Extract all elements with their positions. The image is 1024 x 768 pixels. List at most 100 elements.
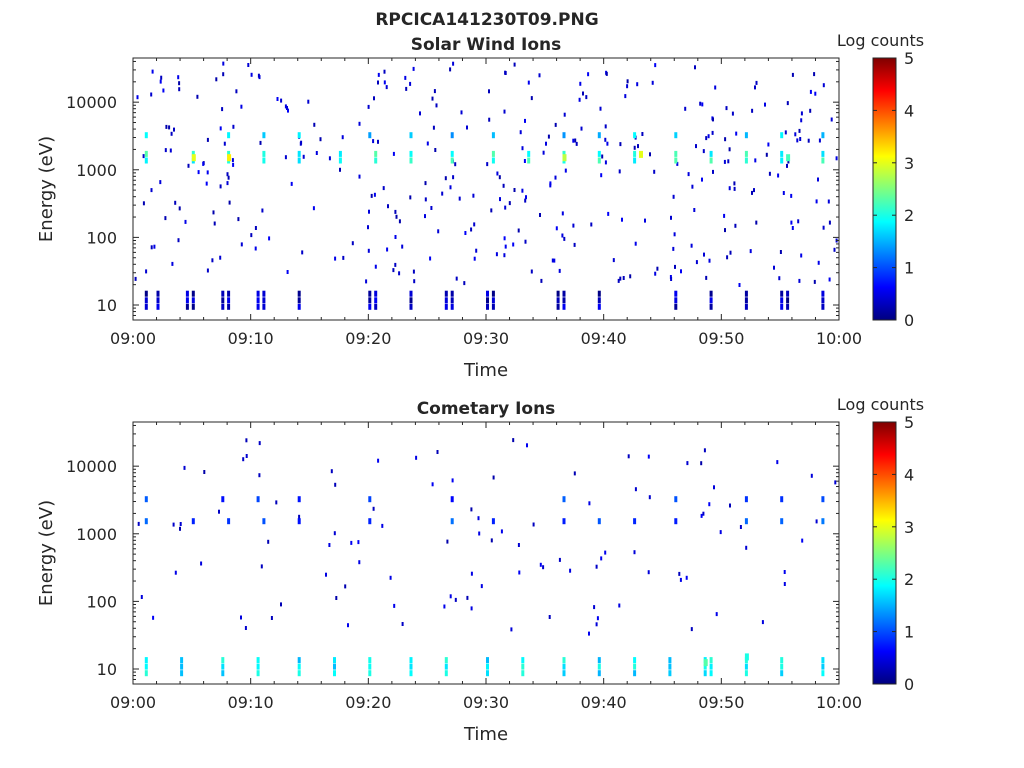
heatmap-cell xyxy=(342,255,345,260)
heatmap-cell xyxy=(634,487,637,492)
heatmap-cell xyxy=(180,670,184,677)
heatmap-cell xyxy=(374,297,378,304)
heatmap-cell xyxy=(409,303,413,310)
heatmap-cell xyxy=(444,663,448,670)
heatmap-cell xyxy=(368,657,372,664)
x-tick-label: 09:30 xyxy=(463,693,509,712)
heatmap-cell xyxy=(822,225,825,230)
heatmap-cell xyxy=(470,227,473,232)
heatmap-cell xyxy=(569,568,572,573)
heatmap-cell xyxy=(436,450,439,454)
heatmap-cell xyxy=(179,522,182,526)
heatmap-cell xyxy=(605,71,608,76)
heatmap-cell xyxy=(177,238,180,243)
heatmap-cell xyxy=(694,65,696,70)
heatmap-cell xyxy=(828,220,831,225)
heatmap-cell xyxy=(460,110,463,115)
heatmap-cell xyxy=(221,663,225,670)
heatmap-cell xyxy=(276,97,279,101)
heatmap-cell xyxy=(504,244,507,249)
heatmap-cell xyxy=(368,290,372,297)
colorbar-tick-label: 2 xyxy=(904,206,914,225)
heatmap-cell xyxy=(170,131,173,136)
heatmap-cell xyxy=(821,150,825,157)
heatmap-cell xyxy=(486,657,489,664)
heatmap-cell xyxy=(205,181,208,186)
heatmap-cell xyxy=(503,236,506,241)
heatmap-cell xyxy=(673,232,676,237)
heatmap-cell xyxy=(358,174,361,179)
heatmap-cell xyxy=(415,455,418,460)
heatmap-cell xyxy=(169,148,172,153)
heatmap-cell xyxy=(822,83,825,88)
heatmap-cell xyxy=(587,72,590,77)
heatmap-cell xyxy=(452,175,455,180)
heatmap-hotspot xyxy=(703,659,708,667)
heatmap-cell xyxy=(738,283,741,287)
heatmap-cell xyxy=(519,130,522,135)
heatmap-cell xyxy=(744,496,748,503)
heatmap-cell xyxy=(530,96,533,101)
heatmap-cell xyxy=(562,132,566,139)
heatmap-cell xyxy=(700,461,703,466)
heatmap-cell xyxy=(275,500,278,505)
heatmap-cell xyxy=(325,572,327,577)
heatmap-cell xyxy=(409,132,413,139)
heatmap-cell xyxy=(797,219,800,224)
heatmap-cell xyxy=(398,219,401,224)
heatmap-cell xyxy=(344,584,347,589)
heatmap-cell xyxy=(545,141,547,146)
heatmap-cell xyxy=(503,109,506,114)
heatmap-cell xyxy=(709,290,713,297)
heatmap-cell xyxy=(377,458,380,463)
heatmap-cell xyxy=(521,670,525,677)
heatmap-cell xyxy=(218,509,220,514)
heatmap-cell xyxy=(707,134,710,139)
heatmap-cell xyxy=(171,261,174,266)
heatmap-cell xyxy=(431,482,434,487)
heatmap-cell xyxy=(227,175,230,180)
heatmap-cell xyxy=(817,260,820,265)
heatmap-cell xyxy=(597,518,601,525)
heatmap-cell xyxy=(338,157,342,164)
heatmap-cell xyxy=(674,518,678,525)
colorbar-tick-label: 5 xyxy=(904,49,914,68)
heatmap-cell xyxy=(690,627,693,632)
heatmap-cell xyxy=(486,303,489,310)
heatmap-cell xyxy=(644,218,646,223)
heatmap-cell xyxy=(280,98,283,103)
heatmap-cell xyxy=(527,157,531,164)
heatmap-cell xyxy=(780,297,784,304)
heatmap-cell xyxy=(464,231,467,235)
heatmap-cell xyxy=(575,141,578,146)
heatmap-cell xyxy=(206,137,209,142)
heatmap-cell xyxy=(782,191,785,195)
heatmap-cell xyxy=(134,276,137,281)
heatmap-cell xyxy=(347,623,349,628)
heatmap-cell xyxy=(374,303,378,310)
colorbar-tick-label: 5 xyxy=(904,413,914,432)
heatmap-cell xyxy=(392,151,395,156)
heatmap-cell xyxy=(315,151,318,155)
heatmap-cell xyxy=(226,172,229,177)
heatmap-cell xyxy=(144,670,148,677)
heatmap-cell xyxy=(488,89,490,94)
heatmap-cell xyxy=(798,128,801,133)
heatmap-cell xyxy=(256,657,260,664)
heatmap-cell xyxy=(394,209,397,214)
heatmap-cell xyxy=(256,670,260,677)
colorbar-tick-label: 2 xyxy=(904,570,914,589)
heatmap-cell xyxy=(800,118,803,123)
heatmap-cell xyxy=(429,256,432,261)
heatmap-cell xyxy=(780,157,784,164)
heatmap-cell xyxy=(780,657,784,664)
heatmap-cell xyxy=(450,290,454,297)
heatmap-cell xyxy=(290,181,293,186)
heatmap-cell xyxy=(562,150,566,157)
heatmap-cell xyxy=(221,297,225,304)
heatmap-cell xyxy=(711,130,714,135)
heatmap-cell xyxy=(555,226,558,231)
heatmap-cells xyxy=(134,61,838,310)
heatmap-cell xyxy=(653,169,656,174)
x-tick-label: 10:00 xyxy=(816,329,862,348)
